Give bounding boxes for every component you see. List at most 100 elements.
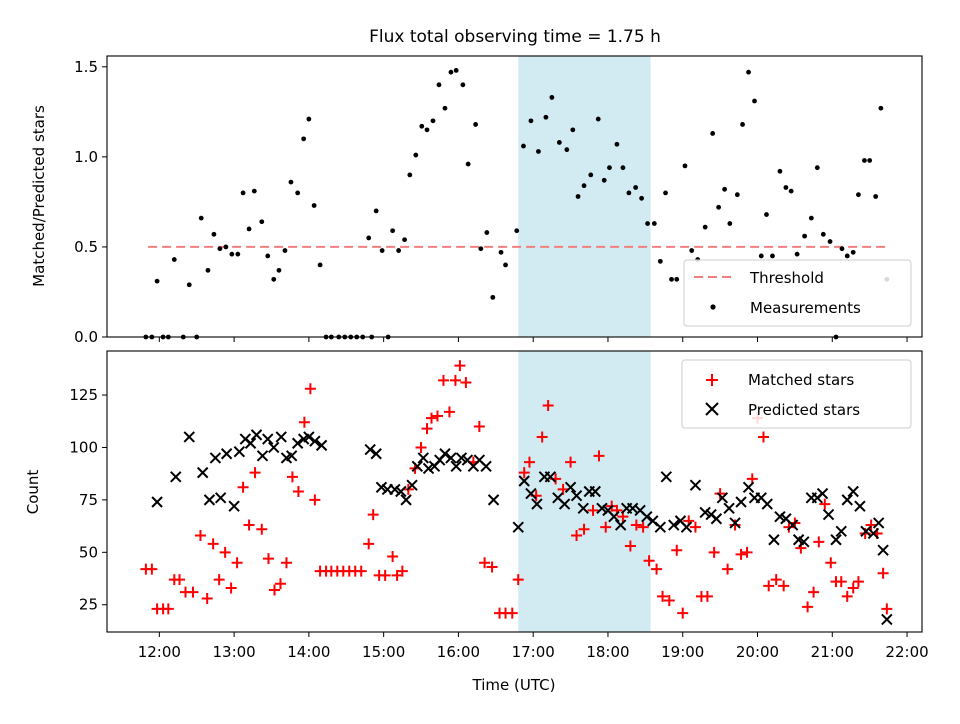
measurement-point xyxy=(240,190,246,196)
legend-predicted-label: Predicted stars xyxy=(748,401,860,419)
count-legend: Matched stars Predicted stars xyxy=(681,359,912,429)
matched-star-point xyxy=(523,456,535,468)
measurement-point xyxy=(282,248,288,253)
predicted-star-point xyxy=(798,536,810,548)
matched-star-point xyxy=(593,450,605,462)
predicted-star-point xyxy=(577,502,589,514)
matched-star-point xyxy=(741,546,753,558)
y-tick-label: 1.5 xyxy=(74,58,98,76)
predicted-star-point xyxy=(309,435,321,447)
matched-star-point xyxy=(415,441,427,453)
predicted-star-point xyxy=(761,498,773,510)
measurement-point xyxy=(716,204,722,210)
predicted-star-point xyxy=(400,494,412,506)
measurement-point xyxy=(626,190,632,196)
matched-star-point xyxy=(437,374,449,386)
matched-star-point xyxy=(355,565,367,577)
measurement-point xyxy=(620,165,626,171)
matched-star-point xyxy=(367,509,379,521)
measurement-point xyxy=(878,105,884,111)
measurement-point xyxy=(556,140,562,145)
measurement-point xyxy=(814,165,820,171)
predicted-star-point xyxy=(835,525,847,538)
measurement-point xyxy=(490,294,496,300)
ratio-axis-ticks: 0.0 0.5 1.0 1.5 xyxy=(74,58,908,346)
matched-star-point xyxy=(421,423,433,435)
matched-star-point xyxy=(213,574,225,586)
measurement-point xyxy=(390,228,396,234)
matched-star-point xyxy=(207,538,219,550)
matched-star-point xyxy=(268,584,280,596)
predicted-star-point xyxy=(183,431,195,443)
matched-star-point xyxy=(249,467,261,479)
measurement-point xyxy=(276,267,282,273)
measurement-point xyxy=(856,192,861,198)
matched-star-point xyxy=(624,540,636,552)
matched-star-point xyxy=(512,574,524,586)
measurement-point xyxy=(223,244,229,250)
count-panel: 12:00 13:00 14:00 15:00 16:00 17:00 18:00 19:00… xyxy=(24,350,929,694)
predicted-star-point xyxy=(660,471,672,483)
measurement-point xyxy=(205,267,211,273)
matched-star-point xyxy=(651,563,663,575)
predicted-star-point xyxy=(268,441,280,454)
predicted-star-point xyxy=(406,479,418,491)
x-tick-label: 19:00 xyxy=(661,643,704,661)
measurement-point xyxy=(645,221,650,226)
predicted-star-point xyxy=(614,519,627,531)
measurement-point xyxy=(850,249,856,255)
predicted-star-point xyxy=(275,431,287,443)
x-axis-label: Time (UTC) xyxy=(472,676,556,694)
predicted-star-point xyxy=(250,429,263,441)
measurement-point xyxy=(581,183,587,189)
matched-star-point xyxy=(187,586,199,598)
measurement-point xyxy=(419,123,425,129)
measurement-point xyxy=(674,276,680,282)
measurement-point xyxy=(295,190,301,196)
matched-star-point xyxy=(881,603,893,615)
measurement-point xyxy=(702,224,708,230)
y-tick-label: 125 xyxy=(69,386,98,404)
legend-measurements-label: Measurements xyxy=(750,299,861,317)
matched-star-point xyxy=(460,376,472,388)
measurement-point xyxy=(484,230,490,235)
matched-star-point xyxy=(578,523,590,535)
measurement-point xyxy=(259,219,265,225)
predicted-star-point xyxy=(877,544,889,556)
measurement-point xyxy=(862,158,867,163)
measurement-point xyxy=(402,237,407,243)
measurement-point xyxy=(867,158,873,163)
measurement-point xyxy=(211,231,217,237)
predicted-star-point xyxy=(220,448,233,460)
matched-star-point xyxy=(825,557,837,569)
matched-star-point xyxy=(783,521,795,533)
matched-star-point xyxy=(449,374,461,386)
predicted-star-point xyxy=(570,489,583,502)
predicted-star-point xyxy=(710,513,723,525)
measurement-point xyxy=(528,118,534,124)
measurement-point xyxy=(873,194,879,199)
legend-measurements-swatch xyxy=(710,304,716,310)
count-shaded-interval xyxy=(518,351,651,632)
predicted-star-point xyxy=(417,452,429,464)
measurement-point xyxy=(752,98,757,104)
predicted-star-point xyxy=(854,500,866,512)
measurement-point xyxy=(607,165,612,171)
matched-star-point xyxy=(802,601,814,613)
y-tick-label: 75 xyxy=(79,491,98,509)
predicted-star-point xyxy=(881,613,893,626)
predicted-star-point xyxy=(830,534,842,546)
matched-star-point xyxy=(847,582,859,594)
predicted-star-point xyxy=(315,439,328,452)
predicted-star-point xyxy=(716,492,729,504)
x-tick-label: 17:00 xyxy=(512,643,555,661)
x-tick-label: 12:00 xyxy=(138,643,181,661)
measurement-point xyxy=(186,282,192,288)
matched-star-point xyxy=(637,521,649,533)
measurement-point xyxy=(788,188,794,194)
measurement-point xyxy=(271,276,277,282)
predicted-star-point xyxy=(203,494,216,506)
measurement-point xyxy=(246,226,252,232)
matched-star-point xyxy=(256,523,268,535)
